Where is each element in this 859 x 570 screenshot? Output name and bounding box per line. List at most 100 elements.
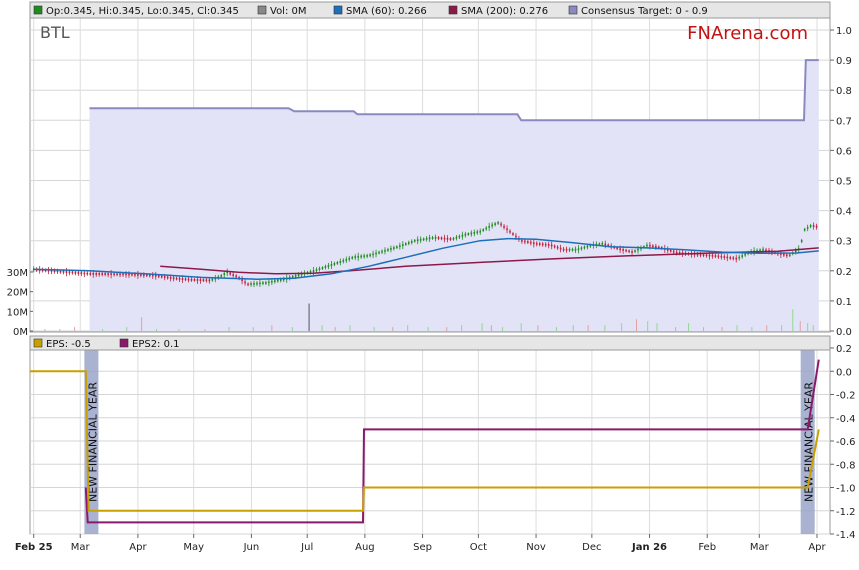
price-candle-body: [729, 256, 732, 259]
price-candle-body: [154, 274, 157, 277]
price-tick-label: 0.6: [836, 146, 852, 157]
price-legend: Op:0.345, Hi:0.345, Lo:0.345, Cl:0.345 Vo…: [33, 5, 708, 17]
price-candle-body: [226, 271, 229, 274]
financial-year-bands: NEW FINANCIAL YEAR NEW FINANCIAL YEAR: [84, 350, 816, 534]
legend-swatch: [448, 5, 458, 15]
price-candle-body: [809, 225, 812, 228]
price-candle-body: [345, 258, 348, 261]
price-candle-body: [806, 227, 809, 229]
price-candle-body: [163, 276, 166, 278]
price-candle-body: [500, 223, 502, 226]
price-candle-body: [56, 270, 59, 273]
price-candle-body: [223, 273, 226, 276]
price-candle-body: [711, 254, 714, 257]
price-candle-body: [300, 273, 303, 276]
price-candle-body: [131, 273, 133, 276]
price-candle-body: [512, 233, 514, 235]
price-candle-body: [274, 280, 276, 283]
price-candle-body: [113, 273, 115, 276]
price-candle-body: [672, 250, 675, 253]
volume-tick-label: 30M: [7, 268, 28, 279]
price-candle-body: [631, 251, 633, 253]
price-candle-body: [336, 262, 339, 264]
fnarena-brand: FNArena.com: [687, 23, 808, 44]
price-candle-body: [786, 254, 788, 257]
price-candle-body: [628, 250, 630, 253]
price-candle-body: [571, 248, 574, 251]
price-candle-body: [378, 251, 380, 254]
price-candle-body: [741, 255, 743, 258]
x-tick-label: Feb 25: [15, 542, 53, 553]
price-candle-body: [327, 265, 330, 267]
price-candle-body: [172, 277, 175, 280]
price-candle-body: [583, 246, 586, 249]
price-candle-body: [458, 235, 461, 238]
eps-tick-label: -0.8: [836, 460, 856, 471]
price-candle-body: [321, 267, 324, 269]
price-candle-body: [211, 278, 214, 281]
x-tick-label: Dec: [582, 542, 601, 553]
price-candle-body: [381, 250, 383, 253]
x-tick-label: Jun: [243, 542, 260, 553]
price-candle-body: [550, 244, 553, 247]
price-candle-body: [53, 270, 56, 272]
price-candle-body: [235, 275, 237, 278]
price-candle-body: [178, 277, 181, 280]
volume-bars: [44, 303, 814, 331]
price-candle-body: [256, 282, 258, 285]
price-candle-body: [419, 238, 422, 241]
price-candle-body: [208, 279, 211, 282]
price-candle-body: [619, 248, 621, 251]
price-candle-body: [803, 228, 806, 231]
price-candle-body: [696, 253, 699, 256]
volume-tick-label: 0M: [13, 327, 28, 338]
price-candle-body: [279, 279, 282, 281]
price-candle-body: [196, 279, 199, 281]
consensus-target-area: [89, 60, 819, 331]
price-candle-body: [309, 271, 312, 273]
price-candle-body: [137, 273, 139, 276]
price-candle-body: [699, 253, 702, 256]
price-tick-label: 0.3: [836, 237, 852, 248]
legend-label: SMA (60): 0.266: [346, 6, 427, 17]
price-candle-body: [399, 245, 401, 248]
price-candle-body: [625, 249, 627, 252]
price-candle-body: [446, 237, 449, 240]
price-candle-body: [515, 235, 517, 238]
price-candle-body: [530, 241, 532, 244]
legend-swatch: [33, 5, 43, 15]
x-tick-label: Jan 26: [631, 542, 667, 553]
price-candle-body: [294, 275, 297, 277]
price-candle-body: [247, 283, 249, 286]
price-candle-body: [110, 273, 112, 276]
price-candle-body: [509, 230, 511, 233]
x-tick-label: Apr: [808, 542, 826, 553]
price-candle-body: [89, 272, 92, 275]
price-candle-body: [434, 236, 437, 239]
price-candle-body: [461, 234, 464, 237]
price-candle-body: [407, 242, 410, 244]
price-candle-body: [717, 255, 720, 258]
legend-label: EPS: -0.5: [46, 339, 91, 350]
legend-label: Vol: 0M: [270, 6, 307, 17]
price-candle-body: [705, 254, 708, 257]
price-candle-body: [413, 239, 416, 242]
price-candle-body: [467, 233, 470, 235]
x-tick-label: Oct: [470, 542, 487, 553]
price-candle-body: [580, 247, 583, 250]
price-candle-body: [265, 281, 267, 284]
price-candle-body: [71, 271, 74, 274]
price-candle-body: [146, 274, 148, 277]
price-candle-body: [268, 281, 270, 284]
price-candle-body: [658, 246, 660, 249]
price-candle-body: [428, 237, 431, 240]
price-candle-body: [410, 241, 413, 243]
price-candle-body: [470, 232, 473, 235]
price-candle-body: [649, 244, 651, 247]
eps-gridlines: [30, 347, 830, 535]
volume-tick-label: 10M: [7, 307, 28, 318]
price-candle-body: [637, 248, 639, 251]
x-tick-label: Apr: [129, 542, 147, 553]
eps-line: [30, 370, 820, 512]
